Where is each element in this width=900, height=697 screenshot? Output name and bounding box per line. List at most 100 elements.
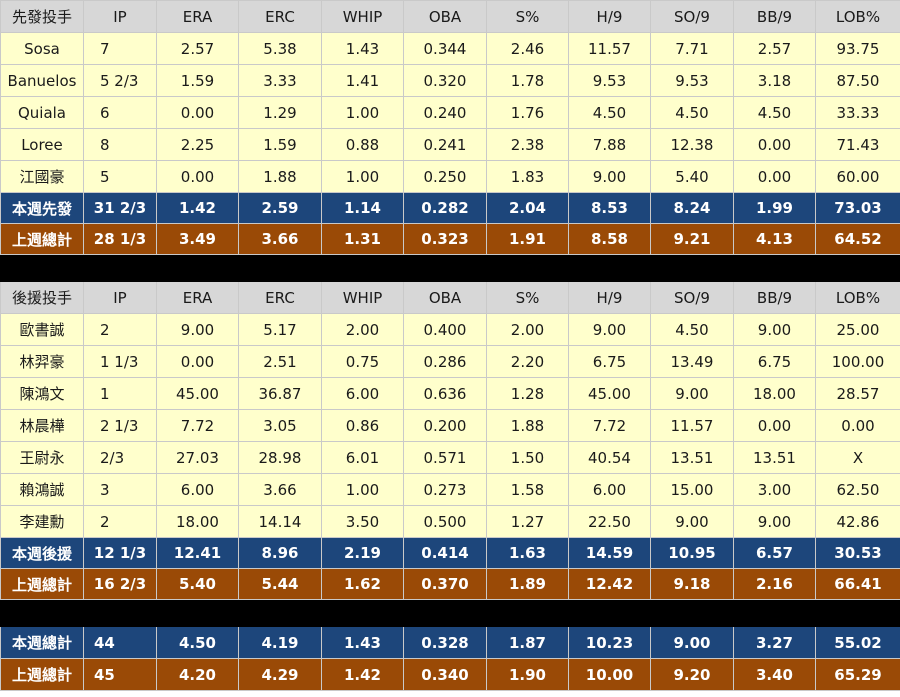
stat-s-pct: 1.63 [486, 537, 569, 569]
stat-oba: 0.323 [403, 223, 487, 255]
stat-bb9: 18.00 [733, 377, 816, 410]
pitcher-name: 林晨樺 [0, 409, 84, 442]
column-header-era: ERA [156, 281, 239, 314]
stat-so9: 9.21 [650, 223, 734, 255]
stat-s-pct: 1.89 [486, 568, 569, 600]
stat-erc: 2.51 [238, 345, 322, 378]
pitcher-name: 上週總計 [0, 658, 84, 691]
reliever-row: 李建勳 2 18.00 14.14 3.50 0.500 1.27 22.50 9.00 9.00… [0, 505, 900, 538]
stat-bb9: 3.18 [733, 64, 816, 97]
section-separator [0, 254, 900, 282]
stat-so9: 9.00 [650, 377, 734, 410]
stat-so9: 4.50 [650, 96, 734, 129]
stat-h9: 9.00 [568, 160, 651, 193]
pitcher-name: Banuelos [0, 64, 84, 97]
column-header-h9: H/9 [568, 0, 651, 33]
stat-erc: 1.88 [238, 160, 322, 193]
stat-erc: 8.96 [238, 537, 322, 569]
pitcher-name: 賴鴻誠 [0, 473, 84, 506]
stat-h9: 9.00 [568, 313, 651, 346]
stat-oba: 0.370 [403, 568, 487, 600]
pitcher-name: 歐書誠 [0, 313, 84, 346]
stat-h9: 4.50 [568, 96, 651, 129]
pitcher-name: 上週總計 [0, 223, 84, 255]
stat-s-pct: 2.20 [486, 345, 569, 378]
stat-so9: 15.00 [650, 473, 734, 506]
stat-oba: 0.273 [403, 473, 487, 506]
stat-so9: 10.95 [650, 537, 734, 569]
stat-bb9: 2.16 [733, 568, 816, 600]
stat-so9: 13.49 [650, 345, 734, 378]
stat-whip: 1.42 [321, 658, 404, 691]
stat-so9: 9.18 [650, 568, 734, 600]
stat-era: 12.41 [156, 537, 239, 569]
reliever-row: 林晨樺 2 1/3 7.72 3.05 0.86 0.200 1.88 7.72 11.57 0.… [0, 409, 900, 442]
stat-s-pct: 1.76 [486, 96, 569, 129]
stat-whip: 1.00 [321, 160, 404, 193]
stat-era: 18.00 [156, 505, 239, 538]
stat-bb9: 3.40 [733, 658, 816, 691]
stat-oba: 0.250 [403, 160, 487, 193]
starter-row: Sosa 7 2.57 5.38 1.43 0.344 2.46 11.57 7.71 2.57 9… [0, 32, 900, 65]
stat-era: 1.42 [156, 192, 239, 224]
stat-era: 0.00 [156, 96, 239, 129]
pitcher-name: 本週後援 [0, 537, 84, 569]
stat-so9: 11.57 [650, 409, 734, 442]
stat-s-pct: 1.90 [486, 658, 569, 691]
stat-h9: 10.23 [568, 626, 651, 659]
stat-lob-pct: 66.41 [815, 568, 900, 600]
reliever-row: 王尉永 2/3 27.03 28.98 6.01 0.571 1.50 40.54 13.51 1… [0, 441, 900, 474]
column-header-whip: WHIP [321, 0, 404, 33]
stat-oba: 0.320 [403, 64, 487, 97]
pitcher-name: Loree [0, 128, 84, 161]
stat-h9: 22.50 [568, 505, 651, 538]
stat-so9: 4.50 [650, 313, 734, 346]
stat-whip: 0.86 [321, 409, 404, 442]
section-separator-bar [0, 599, 900, 627]
stat-erc: 3.33 [238, 64, 322, 97]
stat-s-pct: 1.88 [486, 409, 569, 442]
column-header-oba: OBA [403, 0, 487, 33]
stat-lob-pct: 30.53 [815, 537, 900, 569]
stat-h9: 45.00 [568, 377, 651, 410]
stat-lob-pct: 0.00 [815, 409, 900, 442]
relievers-section-title: 後援投手 [0, 281, 84, 314]
column-header-lob-pct: LOB% [815, 281, 900, 314]
stat-whip: 6.00 [321, 377, 404, 410]
stat-ip: 5 2/3 [83, 64, 157, 97]
stat-erc: 3.66 [238, 223, 322, 255]
stat-ip: 1 [83, 377, 157, 410]
stat-oba: 0.571 [403, 441, 487, 474]
stat-oba: 0.200 [403, 409, 487, 442]
pitcher-name: 林羿豪 [0, 345, 84, 378]
column-header-whip: WHIP [321, 281, 404, 314]
column-header-s-pct: S% [486, 0, 569, 33]
pitcher-name: Sosa [0, 32, 84, 65]
stat-oba: 0.344 [403, 32, 487, 65]
stat-era: 6.00 [156, 473, 239, 506]
stat-whip: 0.75 [321, 345, 404, 378]
starters-section-title: 先發投手 [0, 0, 84, 33]
stat-bb9: 9.00 [733, 505, 816, 538]
stat-era: 4.50 [156, 626, 239, 659]
stat-bb9: 4.50 [733, 96, 816, 129]
stat-h9: 11.57 [568, 32, 651, 65]
stat-ip: 28 1/3 [83, 223, 157, 255]
starter-row: Quiala 6 0.00 1.29 1.00 0.240 1.76 4.50 4.50 4.50… [0, 96, 900, 129]
stat-era: 0.00 [156, 345, 239, 378]
stat-so9: 9.53 [650, 64, 734, 97]
stat-erc: 1.59 [238, 128, 322, 161]
stat-bb9: 0.00 [733, 128, 816, 161]
column-header-erc: ERC [238, 0, 322, 33]
stat-oba: 0.286 [403, 345, 487, 378]
stat-h9: 6.75 [568, 345, 651, 378]
column-header-bb9: BB/9 [733, 281, 816, 314]
stat-bb9: 1.99 [733, 192, 816, 224]
stat-oba: 0.414 [403, 537, 487, 569]
stat-lob-pct: 100.00 [815, 345, 900, 378]
stat-lob-pct: 64.52 [815, 223, 900, 255]
stat-erc: 5.17 [238, 313, 322, 346]
stat-h9: 8.53 [568, 192, 651, 224]
stat-oba: 0.240 [403, 96, 487, 129]
